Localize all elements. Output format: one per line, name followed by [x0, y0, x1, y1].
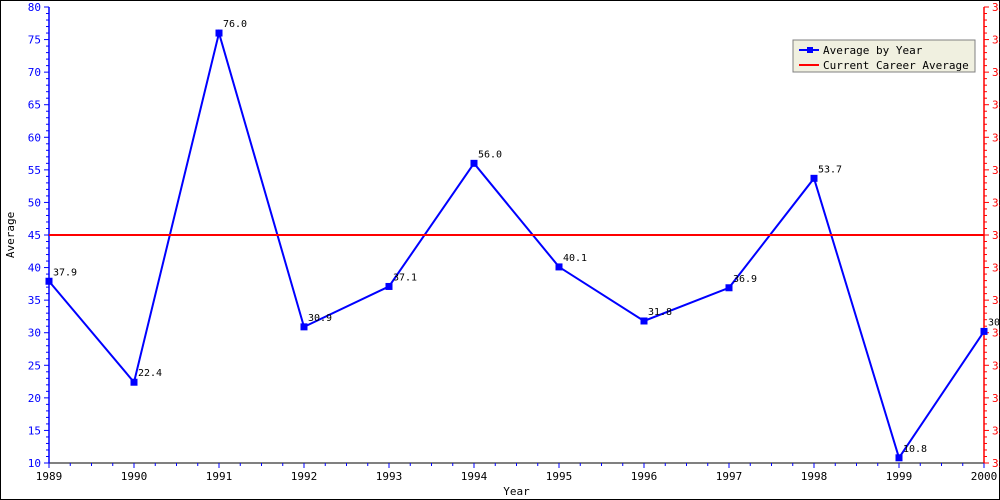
- data-point-label: 40.1: [563, 253, 587, 264]
- x-tick-label: 1994: [461, 470, 488, 483]
- y-left-tick-label: 60: [28, 131, 41, 144]
- data-point-label: 31.8: [648, 307, 672, 318]
- y-left-tick-label: 40: [28, 262, 41, 275]
- y-right-tick-label: 33.50: [992, 99, 1000, 112]
- series-marker: [896, 455, 902, 461]
- y-left-tick-label: 75: [28, 34, 41, 47]
- x-tick-label: 2000: [971, 470, 998, 483]
- series-marker: [981, 328, 987, 334]
- y-left-tick-label: 30: [28, 327, 41, 340]
- y-left-tick-label: 50: [28, 196, 41, 209]
- y-right-tick-label: 33.30: [992, 229, 1000, 242]
- y-right-tick-label: 33.00: [992, 424, 1000, 437]
- series-marker: [216, 30, 222, 36]
- x-tick-label: 1992: [291, 470, 318, 483]
- data-point-label: 30.9: [308, 313, 332, 324]
- y-left-axis-label: Average: [4, 212, 17, 258]
- y-left-tick-label: 45: [28, 229, 41, 242]
- y-left-tick-label: 20: [28, 392, 41, 405]
- data-point-label: 56.0: [478, 149, 502, 160]
- y-left-tick-label: 65: [28, 99, 41, 112]
- y-right-tick-label: 33.25: [992, 262, 1000, 275]
- series-marker: [131, 379, 137, 385]
- data-point-label: 37.9: [53, 267, 77, 278]
- y-right-tick-label: 33.60: [992, 34, 1000, 47]
- outer-border: [1, 1, 1000, 500]
- data-point-label: 37.1: [393, 272, 417, 283]
- x-axis-label: Year: [503, 485, 530, 498]
- y-left-tick-label: 10: [28, 457, 41, 470]
- data-point-label: 10.8: [903, 444, 927, 455]
- chart-container: 1989 1990 1991 1992 1993 1994 1995 1996 1997 1998…: [0, 0, 1000, 500]
- y-right-tick-label: 33.15: [992, 327, 1000, 340]
- legend-swatch-marker: [807, 47, 813, 53]
- x-tick-label: 1997: [716, 470, 743, 483]
- legend-item-label: Current Career Average: [823, 59, 969, 72]
- y-left-tick-label: 15: [28, 424, 41, 437]
- y-right-tick-label: 33.05: [992, 392, 1000, 405]
- x-tick-label: 1993: [376, 470, 403, 483]
- series-marker: [726, 285, 732, 291]
- series-marker: [471, 160, 477, 166]
- y-right-tick-label: 33.55: [992, 66, 1000, 79]
- chart-svg: 1989 1990 1991 1992 1993 1994 1995 1996 1997 1998…: [0, 0, 1000, 500]
- x-tick-label: 1995: [546, 470, 573, 483]
- x-tick-label: 1989: [36, 470, 63, 483]
- series-marker: [46, 278, 52, 284]
- series-marker: [301, 324, 307, 330]
- data-point-label: 53.7: [818, 164, 842, 175]
- series-marker: [641, 318, 647, 324]
- y-right-tick-label: 33.10: [992, 359, 1000, 372]
- series-marker: [386, 283, 392, 289]
- data-point-label: 36.9: [733, 274, 757, 285]
- data-point-label: 30.2: [988, 317, 1000, 328]
- x-tick-label: 1999: [886, 470, 913, 483]
- series-marker: [556, 264, 562, 270]
- x-tick-label: 1991: [206, 470, 233, 483]
- y-right-tick-label: 33.35: [992, 196, 1000, 209]
- y-right-tick-label: 33.45: [992, 131, 1000, 144]
- legend-item-label: Average by Year: [823, 44, 923, 57]
- y-left-tick-label: 25: [28, 359, 41, 372]
- y-left-tick-label: 55: [28, 164, 41, 177]
- x-tick-label: 1990: [121, 470, 148, 483]
- y-right-tick-label: 33.20: [992, 294, 1000, 307]
- y-left-tick-label: 35: [28, 294, 41, 307]
- series-marker: [811, 175, 817, 181]
- y-right-tick-label: 33.40: [992, 164, 1000, 177]
- data-point-label: 76.0: [223, 19, 247, 30]
- y-right-tick-label: 32.95: [992, 457, 1000, 470]
- y-left-tick-label: 80: [28, 1, 41, 14]
- y-left-tick-label: 70: [28, 66, 41, 79]
- x-tick-label: 1998: [801, 470, 828, 483]
- x-tick-label: 1996: [631, 470, 658, 483]
- data-point-label: 22.4: [138, 368, 162, 379]
- y-right-tick-label: 33.65: [992, 1, 1000, 14]
